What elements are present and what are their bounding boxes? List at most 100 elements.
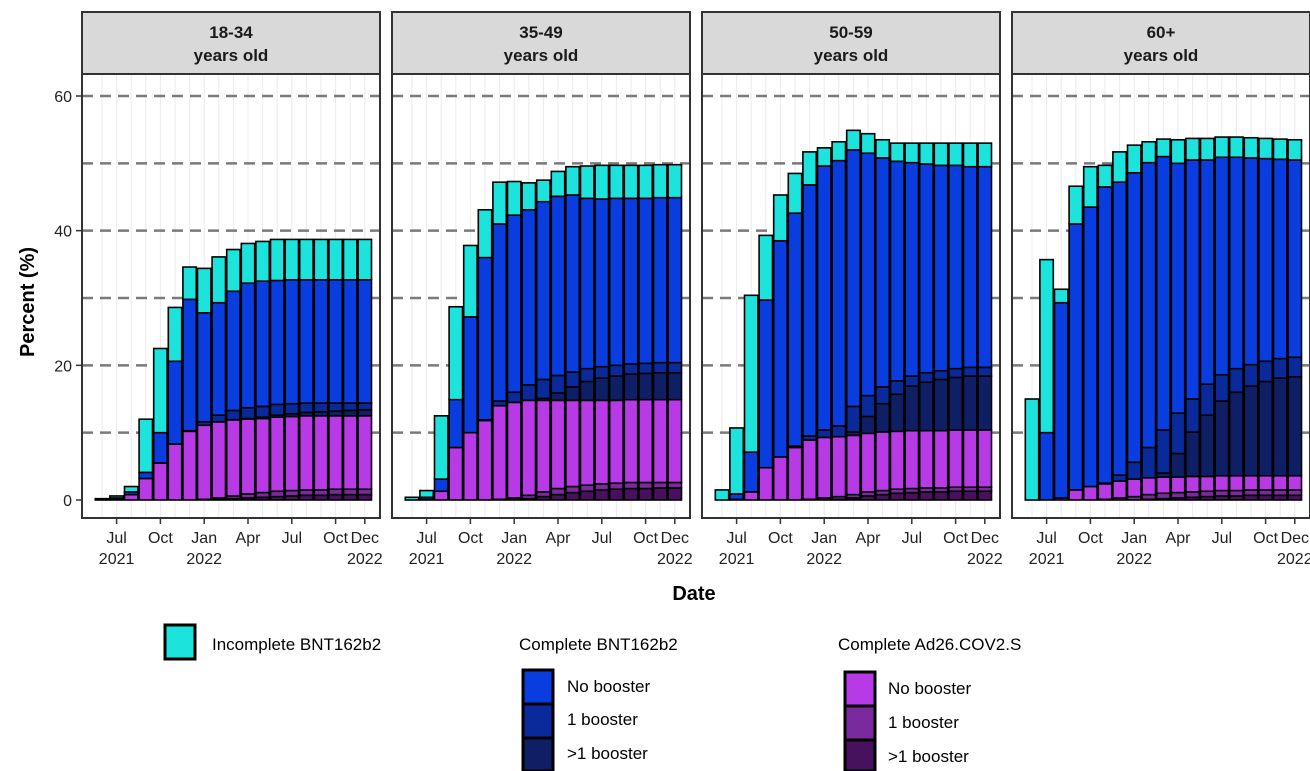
bar-segment-ad26_more	[623, 487, 639, 501]
bar-segment-bnt_one	[342, 402, 358, 412]
bar-segment-bnt_none	[845, 149, 861, 408]
bar-segment-ad26_one	[269, 490, 285, 498]
bar-segment-bnt_one	[948, 367, 964, 379]
bar-segment-bnt_one	[565, 371, 581, 388]
bar-segment-ad26_one	[623, 481, 639, 490]
x-tick-label: 2021	[409, 551, 445, 568]
bar-segment-bnt_none	[240, 282, 256, 409]
bar-segment-bnt_one	[211, 414, 227, 423]
bar-segment-bnt_none	[1155, 155, 1171, 431]
bar-segment-bnt_incomplete	[1053, 288, 1069, 304]
bar-segment-bnt_none	[506, 214, 522, 394]
x-tick-label: Jul	[726, 530, 746, 547]
bar-segment-bnt_one	[594, 365, 610, 379]
legend-label-bnt-one: 1 booster	[567, 710, 638, 729]
bar-segment-bnt_none	[535, 200, 551, 381]
bar-segment-ad26_none	[433, 490, 449, 501]
bar-segment-bnt_incomplete	[565, 165, 581, 196]
bar-segment-ad26_none	[1141, 476, 1157, 496]
bar-segment-bnt_none	[638, 197, 654, 365]
bar-segment-bnt_incomplete	[1024, 398, 1040, 501]
bar-segment-bnt_none	[816, 165, 832, 431]
bar-segment-ad26_none	[875, 431, 891, 492]
bar-segment-bnt_none	[608, 197, 624, 367]
bar-segment-bnt_incomplete	[550, 170, 566, 198]
facet-panels: 18-34 years old Jul 2021 Oct Jan 2022 Apr Jul Oct…	[81, 11, 1310, 568]
bar-segment-bnt_incomplete	[404, 496, 420, 501]
bar-segment-bnt_incomplete	[255, 240, 271, 282]
bar-segment-bnt_incomplete	[535, 179, 551, 203]
bar-segment-ad26_one	[579, 484, 595, 493]
bar-segment-ad26_none	[462, 431, 478, 501]
bar-segment-bnt_none	[802, 184, 818, 437]
bar-segment-ad26_more	[667, 487, 683, 501]
bar-segment-bnt_none	[1272, 158, 1288, 360]
bar-segment-ad26_none	[1272, 474, 1288, 491]
bar-segment-ad26_none	[652, 398, 668, 484]
bar-segment-ad26_none	[743, 491, 759, 501]
bar-segment-bnt_incomplete	[1243, 136, 1259, 159]
bar-segment-ad26_none	[1155, 476, 1171, 495]
bar-segment-bnt_one	[831, 425, 847, 438]
bar-segment-bnt_one	[521, 384, 537, 402]
bar-segment-bnt_none	[758, 299, 774, 469]
bar-segment-ad26_more	[594, 489, 610, 501]
legend-title-ad26: Complete Ad26.COV2.S	[838, 635, 1021, 654]
bar-segment-ad26_none	[638, 398, 654, 484]
bar-segment-bnt_one	[623, 363, 639, 375]
bar-segment-bnt_one	[225, 409, 241, 421]
bar-segment-ad26_none	[123, 493, 139, 501]
bar-segment-bnt_one	[962, 366, 978, 377]
x-tick-label: Oct	[943, 530, 968, 547]
bar-segment-bnt_one	[977, 366, 993, 377]
bar-segment-bnt_one	[506, 391, 522, 404]
legend-swatch-ad26-none	[843, 670, 877, 708]
bar-segment-bnt_none	[1170, 162, 1186, 414]
bar-segment-bnt_none	[298, 279, 314, 404]
bar-segment-ad26_one	[342, 488, 358, 496]
bar-segment-bnt_none	[962, 165, 978, 369]
bar-segment-ad26_none	[167, 443, 183, 501]
bar-segment-bnt_more	[904, 385, 920, 432]
bar-segment-bnt_incomplete	[182, 266, 198, 301]
x-tick-label: 2022	[496, 551, 532, 568]
bar-segment-ad26_none	[521, 399, 537, 497]
bar-segment-bnt_one	[1228, 367, 1244, 394]
bar-segment-ad26_more	[550, 493, 566, 501]
bar-segment-bnt_incomplete	[506, 180, 522, 216]
bar-segment-bnt_more	[860, 415, 876, 435]
bar-segment-bnt_incomplete	[608, 164, 624, 200]
bar-segment-ad26_none	[918, 429, 934, 489]
bar-segment-ad26_one	[594, 483, 610, 491]
bar-segment-ad26_none	[816, 436, 832, 499]
bar-segment-ad26_none	[138, 477, 154, 501]
bar-segment-bnt_incomplete	[109, 495, 125, 499]
bar-segment-ad26_one	[1155, 492, 1171, 500]
x-tick-label: Oct	[768, 530, 793, 547]
bar-segment-bnt_more	[565, 386, 581, 402]
facet-strip-label: 18-34	[209, 23, 253, 42]
bar-segment-bnt_none	[357, 279, 373, 404]
bar-segment-bnt_incomplete	[787, 172, 803, 214]
bar-segment-bnt_incomplete	[1170, 138, 1186, 165]
bar-segment-bnt_incomplete	[123, 485, 139, 493]
bar-segment-bnt_incomplete	[977, 142, 993, 168]
bar-segment-ad26_none	[802, 439, 818, 501]
bar-segment-bnt_more	[1214, 400, 1230, 477]
legend-label-ad26-one: 1 booster	[888, 713, 959, 732]
bar-segment-bnt_one	[550, 374, 566, 394]
bar-segment-bnt_incomplete	[889, 142, 905, 163]
bar-segment-bnt_none	[328, 279, 344, 404]
x-tick-label: Dec	[1281, 530, 1309, 547]
legend-label-incomplete: Incomplete BNT162b2	[212, 635, 381, 654]
bar-segment-bnt_one	[1214, 373, 1230, 402]
bar-segment-ad26_one	[284, 489, 300, 497]
bar-segment-ad26_one	[357, 488, 373, 496]
bar-segment-bnt_incomplete	[623, 164, 639, 200]
bar-segment-bnt_incomplete	[240, 242, 256, 284]
bar-segment-bnt_incomplete	[729, 427, 745, 495]
bar-segment-bnt_incomplete	[196, 267, 212, 314]
facet-strip-label: 60+	[1147, 23, 1176, 42]
bar-segment-ad26_none	[550, 399, 566, 490]
